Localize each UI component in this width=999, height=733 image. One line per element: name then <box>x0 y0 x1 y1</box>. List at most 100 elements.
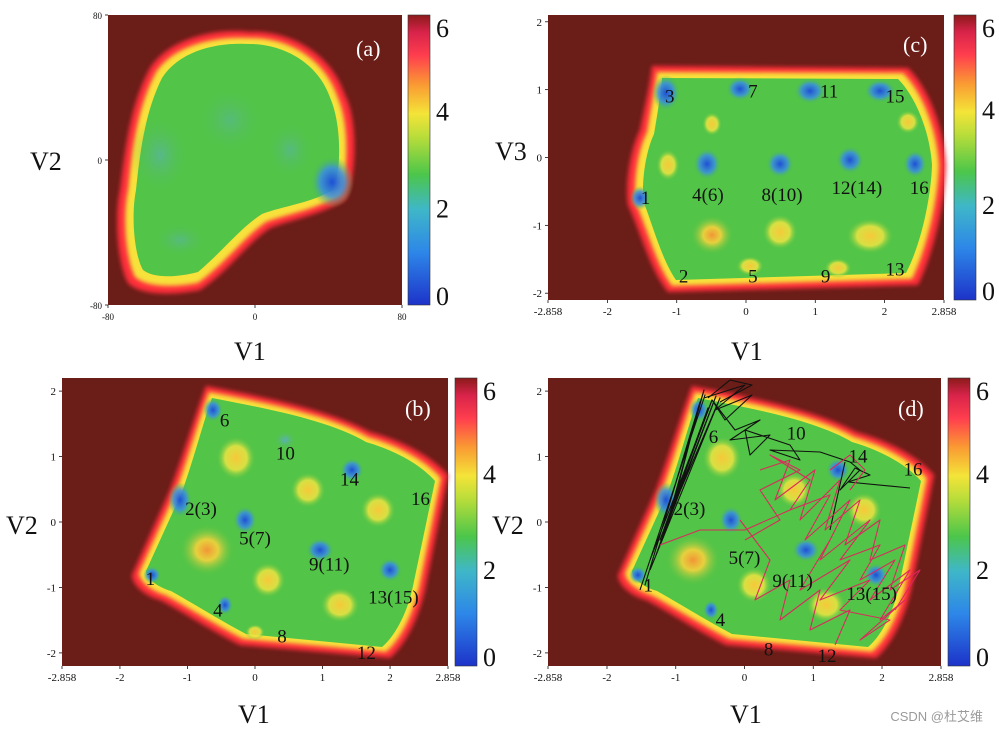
x-tick-label: -1 <box>671 672 680 684</box>
minimum-label: 9(11) <box>772 571 812 592</box>
x-tick-label: 0 <box>252 672 258 684</box>
panel-c-surface <box>627 66 946 292</box>
colorbar-tick-label: 2 <box>976 556 989 585</box>
minimum-label: 5 <box>748 266 758 287</box>
y-tick-label: -2 <box>533 648 542 660</box>
colorbar-tick-label: 2 <box>436 194 449 223</box>
panel-c-xlabel: V1 <box>731 337 763 366</box>
minimum-label: 1 <box>641 188 651 209</box>
panel-a-surface <box>117 31 355 294</box>
y-tick-label: -1 <box>533 220 542 232</box>
x-tick-label: -2 <box>115 672 124 684</box>
minimum-label: 9(11) <box>309 555 349 576</box>
minimum-label: 3 <box>665 86 675 107</box>
minimum-label: 11 <box>820 82 838 103</box>
x-tick-label: 2 <box>879 672 885 684</box>
y-tick-label: 1 <box>537 452 543 464</box>
y-tick-label: -80 <box>90 301 102 311</box>
minimum-label: 2(3) <box>674 499 706 520</box>
colorbar-tick-label: 6 <box>976 377 989 406</box>
x-tick-label: 80 <box>398 312 408 322</box>
minimum-label: 1 <box>643 575 653 596</box>
panel-c-label: (c) <box>903 32 927 57</box>
trajectory-red <box>659 454 921 646</box>
minimum-label: 14 <box>340 469 360 490</box>
colorbar-tick-label: 0 <box>436 282 449 311</box>
y-tick-label: 0 <box>537 517 543 529</box>
colorbar-tick-label: 4 <box>436 98 449 127</box>
y-tick-label: 2 <box>51 386 57 398</box>
y-tick-label: 80 <box>93 11 103 21</box>
minimum-label: 4(6) <box>692 185 724 206</box>
x-tick-label: -2.858 <box>534 672 563 684</box>
x-tick-label: -2 <box>603 306 612 318</box>
minimum-label: 14 <box>848 447 868 468</box>
minimum-label: 8 <box>764 640 774 661</box>
panel-b-colorbar: 0 2 4 6 <box>454 377 496 672</box>
panel-d-ylabel: V2 <box>492 511 524 540</box>
minimum-label: 6 <box>709 427 719 448</box>
colorbar-tick-label: 6 <box>436 14 449 43</box>
panel-b-label: (b) <box>405 396 431 421</box>
x-tick-label: 2.858 <box>436 672 461 684</box>
y-tick-label: 0 <box>51 517 57 529</box>
minimum-label: 12(14) <box>832 178 883 199</box>
minimum-label: 13(15) <box>846 584 897 605</box>
panel-d-label: (d) <box>898 396 924 421</box>
x-tick-label: 1 <box>320 672 326 684</box>
colorbar-tick-label: 6 <box>982 14 995 43</box>
x-tick-label: 0 <box>743 306 749 318</box>
panel-d-xlabel: V1 <box>730 700 762 729</box>
panel-c-annotations: 1 2 3 4(6) 5 7 8(10) 9 11 12(14) 13 15 16 <box>641 82 929 288</box>
panel-c-ylabel: V3 <box>495 137 527 166</box>
panel-c-ticks: -2.858 -2 -1 0 1 2 2.858 2 1 0 -1 -2 <box>533 17 957 318</box>
minimum-label: 12 <box>818 646 837 667</box>
x-tick-label: 2 <box>882 306 888 318</box>
minimum-label: 6 <box>220 411 230 432</box>
minimum-label: 8(10) <box>761 185 802 206</box>
x-tick-label: 1 <box>813 306 819 318</box>
minimum-label: 2(3) <box>185 499 217 520</box>
y-tick-label: 1 <box>537 85 543 97</box>
x-tick-label: -2 <box>602 672 611 684</box>
y-tick-label: -1 <box>47 582 56 594</box>
panel-b-xlabel: V1 <box>238 700 270 729</box>
minimum-label: 10 <box>276 443 295 464</box>
minimum-label: 9 <box>821 266 831 287</box>
minimum-label: 13 <box>885 259 904 280</box>
x-tick-label: 2.858 <box>929 672 954 684</box>
trajectory-black <box>639 379 911 591</box>
minimum-label: 10 <box>787 424 806 445</box>
colorbar-tick-label: 4 <box>976 460 989 489</box>
colorbar-tick-label: 6 <box>483 377 496 406</box>
minimum-label: 16 <box>411 489 430 510</box>
minimum-label: 4 <box>213 600 223 621</box>
x-tick-label: 2.858 <box>932 306 957 318</box>
minimum-label: 5(7) <box>239 528 271 549</box>
y-tick-label: 0 <box>98 156 103 166</box>
panel-a-ylabel: V2 <box>30 147 62 176</box>
colorbar-tick-label: 0 <box>982 277 995 306</box>
x-tick-label: -2.858 <box>534 306 563 318</box>
y-tick-label: 1 <box>51 452 57 464</box>
colorbar-tick-label: 2 <box>483 556 496 585</box>
y-tick-label: 0 <box>537 153 543 165</box>
y-tick-label: -1 <box>533 582 542 594</box>
minimum-label: 12 <box>357 643 376 664</box>
minimum-label: 5(7) <box>729 548 761 569</box>
panel-d-colorbar: 0 2 4 6 <box>947 377 989 672</box>
panel-a-colorbar: 0 2 4 6 <box>407 14 449 311</box>
panel-c-colorbar: 0 2 4 6 <box>953 14 995 306</box>
minimum-label: 7 <box>748 82 758 103</box>
y-tick-label: 2 <box>537 386 543 398</box>
minimum-label: 2 <box>679 266 689 287</box>
panel-d-annotations: 1 2(3) 4 5(7) 6 8 9(11) 10 12 13(15) 14 16 <box>643 424 922 668</box>
panel-a-xlabel: V1 <box>234 337 266 366</box>
minimum-label: 15 <box>885 86 904 107</box>
minimum-label: 8 <box>277 627 287 648</box>
x-tick-label: 0 <box>742 672 748 684</box>
